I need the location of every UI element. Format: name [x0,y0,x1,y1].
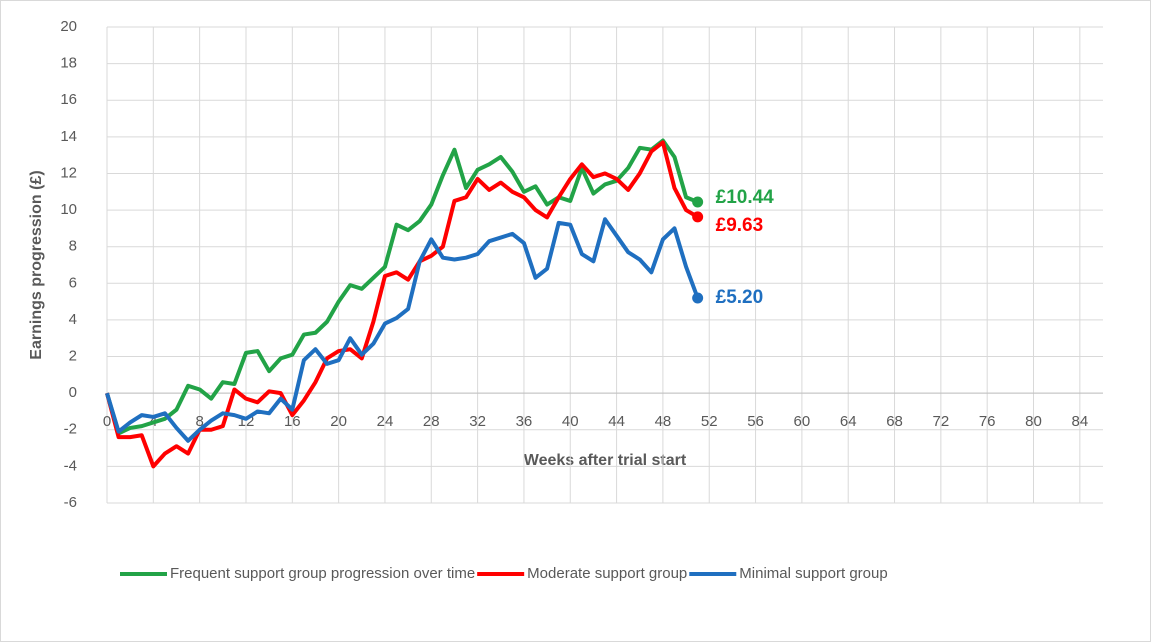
y-tick-label: 2 [69,348,77,365]
x-tick-label: 76 [979,413,996,430]
end-marker [692,211,704,223]
x-tick-label: 8 [195,413,203,430]
legend-label: Minimal support group [739,565,887,582]
y-tick-label: -6 [64,494,77,511]
x-tick-label: 28 [423,413,440,430]
legend-label: Frequent support group progression over … [170,565,475,582]
y-tick-label: 10 [60,201,77,218]
x-tick-label: 68 [886,413,903,430]
y-tick-label: 8 [69,238,77,255]
y-tick-label: 6 [69,274,77,291]
end-label: £10.44 [716,187,775,208]
end-marker [692,292,704,304]
x-tick-label: 52 [701,413,718,430]
x-tick-label: 56 [747,413,764,430]
x-tick-label: 80 [1025,413,1042,430]
x-tick-label: 0 [103,413,111,430]
y-tick-label: -2 [64,421,77,438]
y-tick-label: 20 [60,18,77,35]
x-tick-label: 36 [516,413,533,430]
y-tick-label: 14 [60,128,77,145]
series-line [105,217,700,443]
y-tick-label: 18 [60,55,77,72]
end-label: £5.20 [716,287,764,308]
y-axis-title: Earnings progression (£) [28,170,45,359]
x-tick-label: 48 [655,413,672,430]
x-tick-label: 20 [330,413,347,430]
x-tick-label: 60 [794,413,811,430]
series-line [105,138,699,436]
x-tick-label: 64 [840,413,857,430]
y-tick-label: 16 [60,91,77,108]
x-tick-label: 72 [933,413,950,430]
y-tick-label: -4 [64,457,77,474]
y-tick-label: 0 [69,384,77,401]
x-tick-label: 24 [377,413,394,430]
end-marker [692,196,704,208]
x-tick-label: 40 [562,413,579,430]
x-axis-title: Weeks after trial start [524,452,687,469]
x-tick-label: 44 [608,413,625,430]
x-tick-label: 16 [284,413,301,430]
end-label: £9.63 [716,215,764,236]
legend-label: Moderate support group [527,565,687,582]
series-line [105,140,699,469]
x-tick-label: 32 [469,413,486,430]
x-tick-label: 84 [1071,413,1088,430]
y-tick-label: 4 [69,311,77,328]
y-tick-label: 12 [60,164,77,181]
